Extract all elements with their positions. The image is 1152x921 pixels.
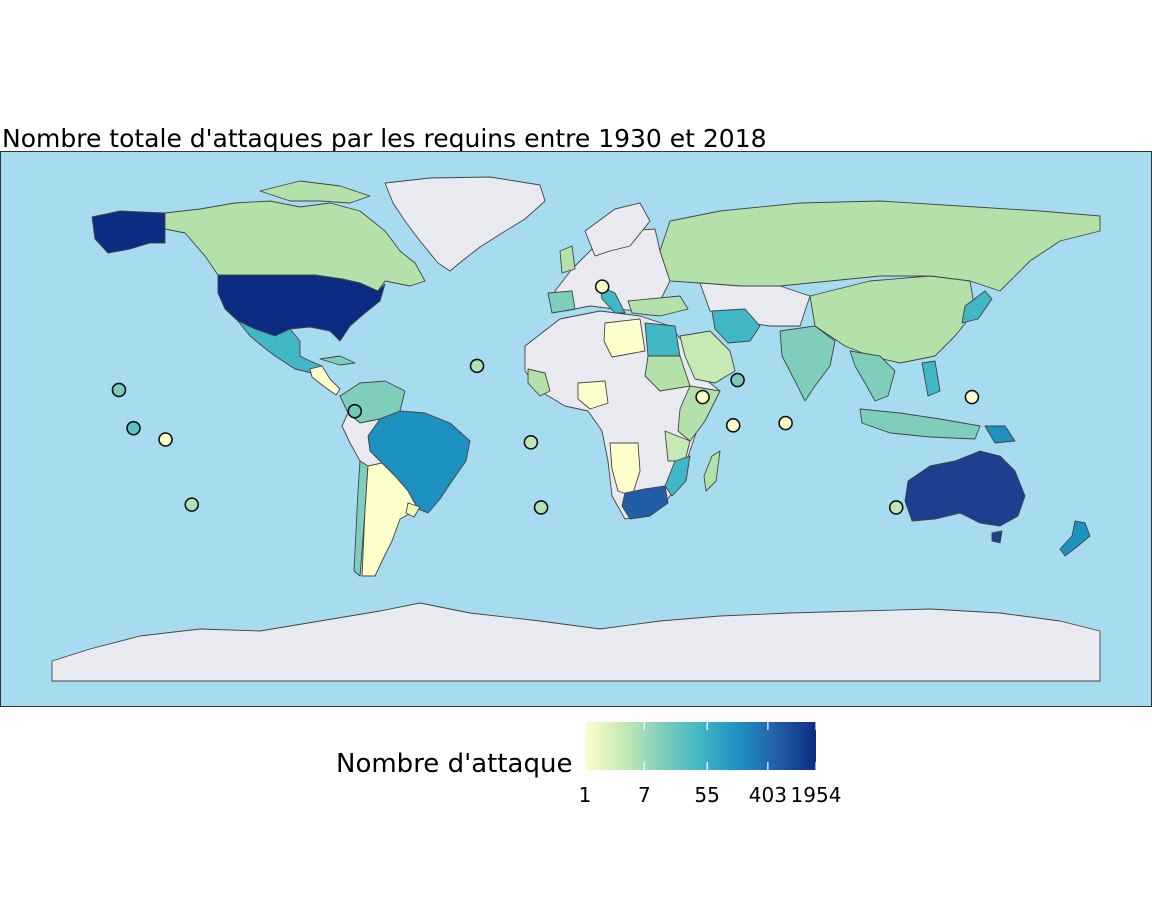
region-uk xyxy=(559,245,576,274)
region-nigeria xyxy=(577,380,609,410)
region-canada xyxy=(164,200,426,292)
legend-tick-label: 1954 xyxy=(790,783,842,807)
region-iran xyxy=(711,308,761,344)
attack-point-marker xyxy=(126,420,141,436)
legend-tick-label: 55 xyxy=(694,783,720,807)
attack-point-marker xyxy=(469,358,485,374)
region-mexico xyxy=(237,320,323,374)
region-southeast-asia xyxy=(849,350,896,402)
region-philippines xyxy=(921,360,941,397)
region-arctic-islands xyxy=(259,180,371,204)
attack-point-marker xyxy=(347,403,363,419)
attack-point-marker xyxy=(964,389,980,405)
region-greenland xyxy=(384,176,546,272)
attack-point-marker xyxy=(594,279,610,294)
region-mozambique xyxy=(664,455,691,497)
region-antarctica xyxy=(51,602,1101,682)
region-egypt xyxy=(644,322,681,357)
attack-point-marker xyxy=(695,389,710,405)
legend-tick-label: 403 xyxy=(748,783,787,807)
legend-tick-label: 7 xyxy=(637,783,651,807)
region-scandinavia xyxy=(584,202,651,257)
region-saudi-arabia xyxy=(679,330,736,384)
region-australia xyxy=(904,450,1026,527)
region-spain xyxy=(547,290,576,314)
region-china xyxy=(809,275,976,364)
attack-point-marker xyxy=(778,415,793,431)
region-italy xyxy=(599,285,626,314)
region-sudan xyxy=(644,355,691,392)
legend-tick-label: 1 xyxy=(578,783,592,807)
region-uruguay xyxy=(405,502,421,518)
attack-point-marker xyxy=(533,500,549,515)
region-japan xyxy=(961,290,993,324)
region-tasmania xyxy=(991,530,1003,544)
region-central-america xyxy=(309,365,341,396)
region-new-zealand xyxy=(1059,520,1091,557)
legend-title: Nombre d'attaque xyxy=(336,749,573,779)
region-west-africa xyxy=(527,368,551,397)
region-alaska xyxy=(91,210,166,254)
attack-point-marker xyxy=(523,435,539,450)
world-map xyxy=(0,151,1152,707)
region-south-africa xyxy=(621,485,669,520)
chart-title: Nombre totale d'attaques par les requins… xyxy=(2,124,767,153)
region-india xyxy=(779,325,836,402)
region-turkey-greece xyxy=(627,295,689,317)
attack-point-marker xyxy=(158,432,173,447)
region-libya xyxy=(603,318,646,358)
attack-point-marker xyxy=(730,372,745,388)
region-indonesia xyxy=(859,408,981,440)
attack-point-marker xyxy=(111,382,127,398)
region-madagascar xyxy=(703,450,721,492)
region-papua-new-guinea xyxy=(984,425,1016,444)
attack-point-marker xyxy=(888,500,904,515)
region-argentina xyxy=(361,462,419,577)
attack-point-marker xyxy=(184,497,200,512)
attack-point-marker xyxy=(725,418,741,433)
legend-gradient-bar xyxy=(585,722,816,770)
region-cuba xyxy=(319,355,356,366)
